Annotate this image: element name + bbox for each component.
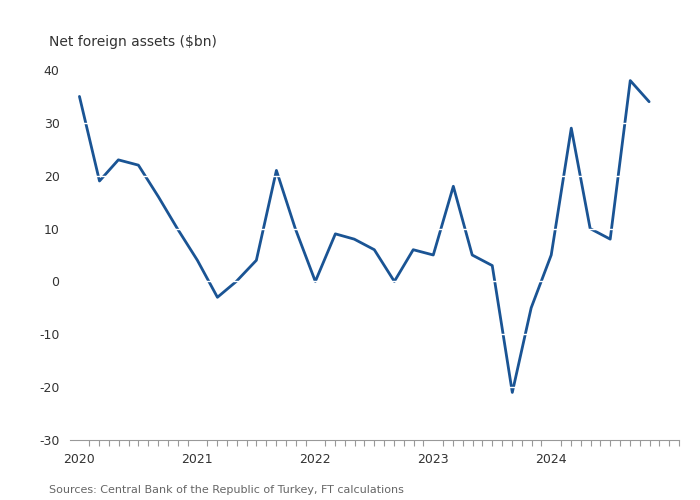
Text: Sources: Central Bank of the Republic of Turkey, FT calculations: Sources: Central Bank of the Republic of… <box>49 485 404 495</box>
Text: Net foreign assets ($bn): Net foreign assets ($bn) <box>49 35 217 49</box>
